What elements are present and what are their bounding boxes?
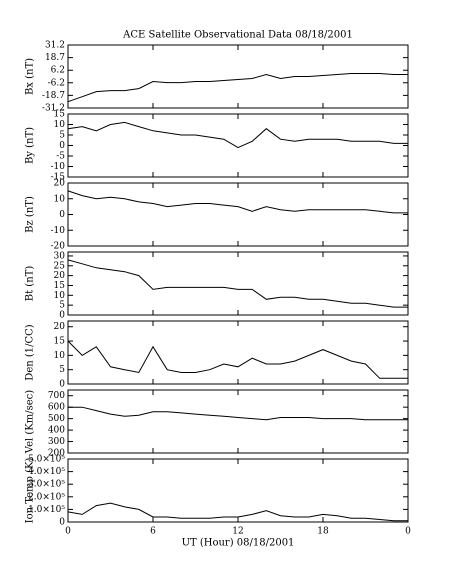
y-tick-label: -5 <box>56 152 65 162</box>
y-axis-label: Bx (nT) <box>25 58 36 95</box>
y-tick-label: 3.0×10⁵ <box>28 480 65 490</box>
data-line <box>67 502 408 522</box>
panel-frame <box>67 389 409 454</box>
x-tick-label: 6 <box>150 527 156 537</box>
data-line <box>67 340 408 379</box>
x-tick-label: 18 <box>317 527 329 537</box>
y-tick-label: 4.0×10⁵ <box>28 467 65 477</box>
y-axis-label: Bt (nT) <box>25 266 36 302</box>
y-tick-label: 600 <box>48 403 65 413</box>
y-tick-label: -18.7 <box>42 91 65 101</box>
y-tick-label: 30 <box>54 251 66 261</box>
y-axis-label: Vel (Km/sec) <box>25 390 36 454</box>
y-tick-label: 20 <box>54 271 66 281</box>
y-tick-label: 15 <box>54 281 66 291</box>
y-tick-label: 0 <box>59 210 65 220</box>
y-axis-label: Ion Temp (K) <box>25 458 36 524</box>
y-tick-label: 5 <box>59 365 65 375</box>
y-tick-label: 25 <box>54 261 66 271</box>
data-line <box>67 259 408 308</box>
y-tick-label: 500 <box>48 414 65 424</box>
y-tick-label: 300 <box>48 437 65 447</box>
y-tick-label: 10 <box>54 120 66 130</box>
y-tick-label: 0 <box>59 518 65 528</box>
y-tick-label: 20 <box>54 322 66 332</box>
y-tick-label: -20 <box>51 242 66 252</box>
y-tick-label: 6.2 <box>51 66 65 76</box>
data-line <box>67 190 408 214</box>
panel-frame <box>67 458 409 523</box>
y-tick-label: 2.0×10⁵ <box>28 492 65 502</box>
panel-frame <box>67 182 409 247</box>
y-tick-label: 700 <box>48 391 65 401</box>
y-tick-label: -31.2 <box>42 104 65 114</box>
y-tick-label: -10 <box>51 162 66 172</box>
y-tick-label: -10 <box>51 226 66 236</box>
y-axis-label: Bz (nT) <box>25 196 36 233</box>
y-tick-label: -15 <box>51 173 66 183</box>
y-tick-label: 20 <box>54 179 66 189</box>
y-tick-label: 5 <box>59 131 65 141</box>
y-tick-label: 18.7 <box>45 53 65 63</box>
data-line <box>67 73 408 103</box>
data-line <box>68 406 408 421</box>
y-tick-label: 31.2 <box>45 41 65 51</box>
data-line <box>67 121 408 149</box>
y-tick-label: 15 <box>54 337 66 347</box>
x-tick-label: 0 <box>405 527 411 537</box>
x-tick-label: 12 <box>232 527 243 537</box>
y-tick-label: 0 <box>59 141 65 151</box>
y-tick-label: 15 <box>54 110 66 120</box>
chart-title: ACE Satellite Observational Data 08/18/2… <box>122 30 353 41</box>
y-tick-label: 0 <box>59 311 65 321</box>
panel-frame <box>67 320 409 385</box>
y-tick-label: 10 <box>54 291 66 301</box>
y-tick-label: 1.0×10⁵ <box>28 505 65 515</box>
y-tick-label: -6.2 <box>48 78 65 88</box>
panel-frame <box>67 251 409 316</box>
x-tick-label: 0 <box>65 527 71 537</box>
y-tick-label: 10 <box>54 351 66 361</box>
x-axis-label: UT (Hour) 08/18/2001 <box>182 538 295 549</box>
y-tick-label: 200 <box>48 449 65 459</box>
panel-frame <box>67 44 409 109</box>
y-tick-label: 10 <box>54 194 66 204</box>
y-tick-label: 5 <box>59 301 65 311</box>
y-axis-label: Den (1/CC) <box>25 324 36 380</box>
y-axis-label: By (nT) <box>25 127 36 164</box>
y-tick-label: 400 <box>48 426 65 436</box>
y-tick-label: 5.0×10⁵ <box>28 455 65 465</box>
y-tick-label: 0 <box>59 380 65 390</box>
